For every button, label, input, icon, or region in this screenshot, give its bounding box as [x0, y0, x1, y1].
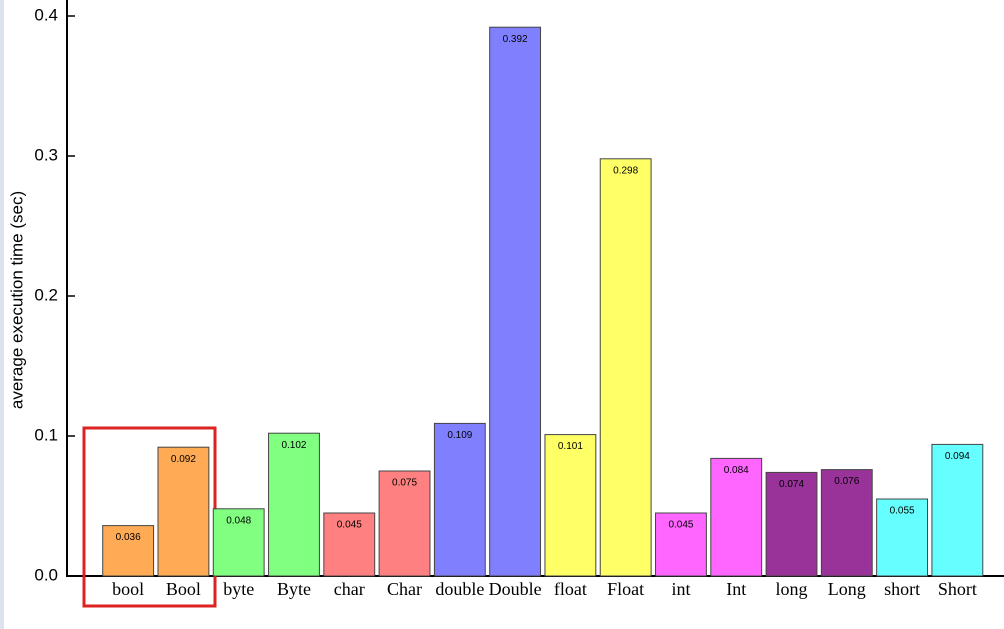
- x-tick-label: Bool: [166, 579, 201, 599]
- bar: [544, 434, 597, 577]
- x-tick-label: Byte: [277, 579, 311, 599]
- value-label: 0.074: [779, 479, 804, 490]
- bar: [102, 525, 155, 577]
- value-label: 0.048: [226, 515, 251, 526]
- x-tick-label: long: [776, 579, 808, 599]
- bar: [323, 512, 376, 577]
- bar: [876, 498, 929, 577]
- x-tick-label: int: [671, 579, 690, 599]
- x-tick-label: Short: [938, 579, 977, 599]
- value-label: 0.094: [945, 451, 970, 462]
- bar: [599, 158, 652, 577]
- value-label: 0.045: [668, 520, 693, 531]
- y-tick-label: 0.1: [34, 425, 58, 444]
- value-label: 0.392: [503, 34, 528, 45]
- y-tick-label: 0.4: [34, 5, 58, 24]
- x-tick-label: Int: [726, 579, 746, 599]
- bar: [489, 26, 542, 577]
- value-label: 0.084: [724, 465, 749, 476]
- bar: [710, 457, 763, 577]
- y-axis-label: average execution time (sec): [7, 191, 26, 409]
- value-label: 0.102: [281, 440, 306, 451]
- x-tick-label: float: [554, 579, 587, 599]
- value-label: 0.075: [392, 478, 417, 489]
- x-tick-label: Long: [828, 579, 866, 599]
- value-label: 0.036: [116, 532, 141, 543]
- x-tick-label: Char: [387, 579, 422, 599]
- bar: [157, 446, 210, 577]
- bar: [268, 432, 320, 577]
- bar: [820, 469, 873, 577]
- x-tick-label: bool: [112, 579, 144, 599]
- value-label: 0.109: [447, 430, 472, 441]
- value-label: 0.076: [834, 476, 859, 487]
- value-label: 0.101: [558, 441, 583, 452]
- bar: [212, 508, 265, 577]
- value-label: 0.055: [890, 506, 915, 517]
- bar: [765, 471, 818, 577]
- x-tick-label: double: [435, 579, 484, 599]
- bar: [378, 470, 431, 577]
- x-tick-label: Float: [607, 579, 644, 599]
- value-label: 0.298: [613, 165, 638, 176]
- y-tick-label: 0.2: [34, 285, 58, 304]
- x-tick-label: Double: [489, 579, 542, 599]
- x-tick-label: char: [334, 579, 365, 599]
- bar: [433, 422, 486, 577]
- window-edge: [0, 0, 4, 629]
- y-tick-label: 0.0: [34, 565, 58, 584]
- bar: [931, 443, 984, 577]
- value-label: 0.092: [171, 454, 196, 465]
- x-tick-label: short: [884, 579, 920, 599]
- x-tick-label: byte: [223, 579, 254, 599]
- value-label: 0.045: [337, 520, 362, 531]
- bar: [655, 512, 707, 577]
- y-tick-label: 0.3: [34, 145, 58, 164]
